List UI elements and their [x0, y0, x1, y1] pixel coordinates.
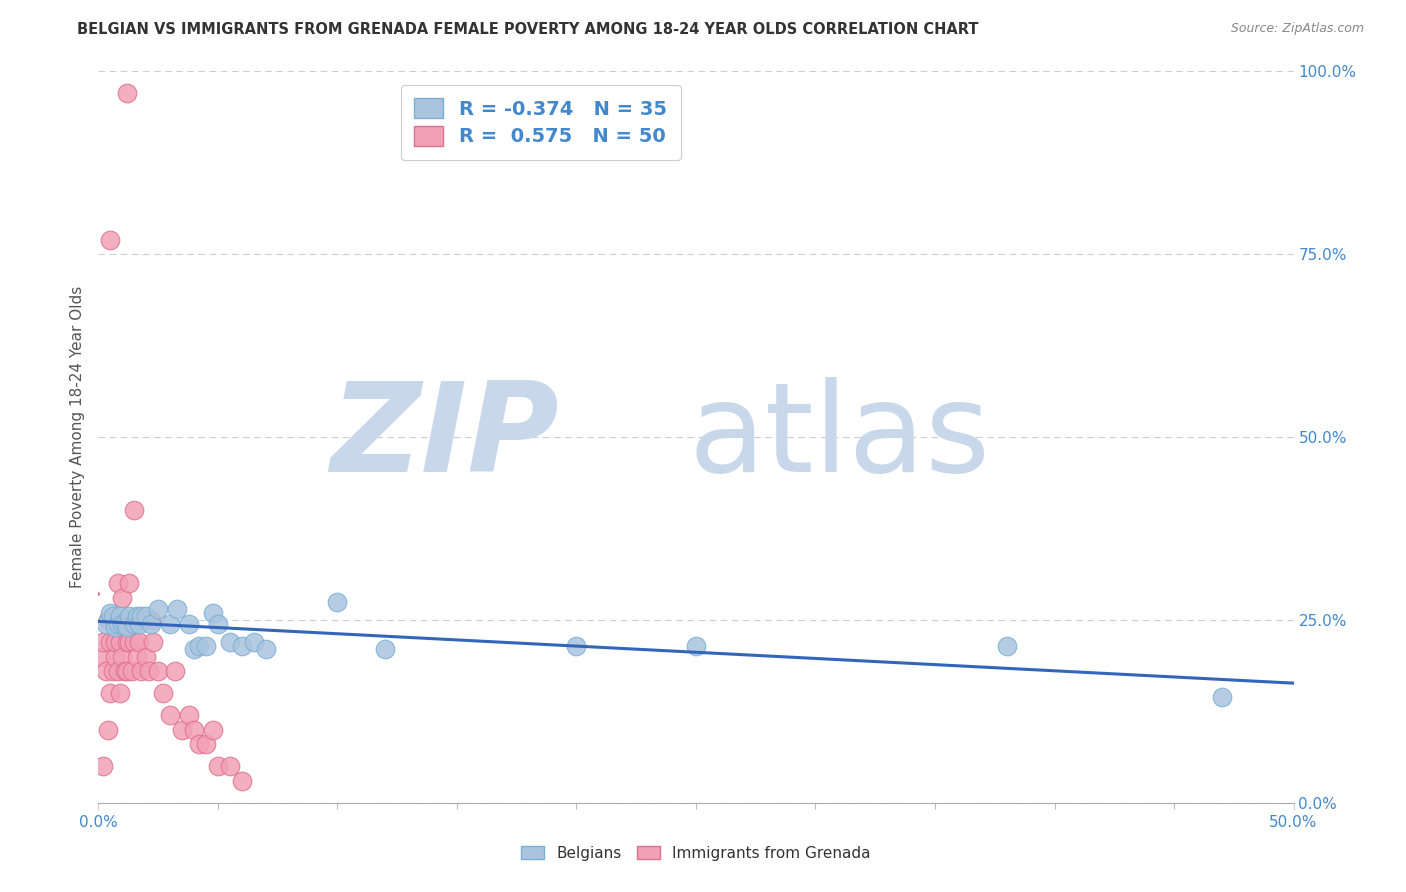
Text: ZIP: ZIP — [330, 376, 558, 498]
Point — [1211, 690, 1233, 704]
Point — [104, 649, 127, 664]
Point — [243, 635, 266, 649]
Point — [374, 642, 396, 657]
Point — [90, 649, 112, 664]
Point — [131, 664, 153, 678]
Legend: Belgians, Immigrants from Grenada: Belgians, Immigrants from Grenada — [513, 838, 879, 868]
Point — [124, 635, 146, 649]
Point — [114, 616, 136, 631]
Point — [685, 639, 707, 653]
Point — [97, 723, 120, 737]
Point — [565, 639, 588, 653]
Point — [195, 639, 218, 653]
Point — [219, 635, 242, 649]
Point — [114, 664, 136, 678]
Point — [135, 649, 157, 664]
Point — [231, 639, 253, 653]
Point — [139, 613, 162, 627]
Point — [108, 686, 131, 700]
Point — [101, 609, 124, 624]
Point — [187, 639, 209, 653]
Point — [131, 609, 153, 624]
Point — [128, 616, 150, 631]
Point — [179, 708, 201, 723]
Point — [94, 664, 117, 678]
Point — [124, 616, 146, 631]
Point — [183, 642, 205, 657]
Point — [152, 686, 174, 700]
Point — [195, 737, 218, 751]
Point — [202, 606, 225, 620]
Point — [104, 635, 127, 649]
Point — [114, 613, 136, 627]
Point — [128, 635, 150, 649]
Point — [202, 723, 225, 737]
Point — [231, 773, 253, 788]
Point — [121, 613, 143, 627]
Point — [115, 87, 138, 101]
Point — [207, 759, 229, 773]
Point — [107, 576, 129, 591]
Point — [159, 616, 181, 631]
Point — [108, 635, 131, 649]
Point — [115, 664, 138, 678]
Point — [179, 616, 201, 631]
Point — [138, 664, 160, 678]
Point — [121, 664, 143, 678]
Point — [187, 737, 209, 751]
Point — [172, 723, 194, 737]
Point — [125, 649, 148, 664]
Point — [132, 613, 155, 627]
Point — [118, 576, 141, 591]
Point — [91, 759, 114, 773]
Point — [98, 606, 122, 620]
Point — [148, 664, 170, 678]
Point — [125, 613, 148, 627]
Text: BELGIAN VS IMMIGRANTS FROM GRENADA FEMALE POVERTY AMONG 18-24 YEAR OLDS CORRELAT: BELGIAN VS IMMIGRANTS FROM GRENADA FEMAL… — [77, 22, 979, 37]
Point — [98, 686, 122, 700]
Point — [91, 635, 114, 649]
Point — [98, 635, 122, 649]
Point — [107, 664, 129, 678]
Point — [111, 649, 134, 664]
Point — [142, 635, 165, 649]
Point — [254, 642, 277, 657]
Point — [111, 616, 134, 631]
Point — [118, 609, 141, 624]
Point — [148, 602, 170, 616]
Point — [159, 708, 181, 723]
Point — [101, 664, 124, 678]
Point — [98, 233, 122, 247]
Point — [326, 594, 349, 608]
Point — [163, 664, 186, 678]
Point — [207, 616, 229, 631]
Point — [183, 723, 205, 737]
Point — [111, 591, 134, 605]
Point — [101, 613, 124, 627]
Y-axis label: Female Poverty Among 18-24 Year Olds: Female Poverty Among 18-24 Year Olds — [69, 286, 84, 588]
Point — [94, 616, 117, 631]
Point — [219, 759, 242, 773]
Point — [135, 609, 157, 624]
Point — [108, 609, 131, 624]
Point — [125, 609, 148, 624]
Point — [124, 503, 146, 517]
Point — [995, 639, 1018, 653]
Point — [104, 620, 127, 634]
Text: Source: ZipAtlas.com: Source: ZipAtlas.com — [1230, 22, 1364, 36]
Point — [139, 616, 162, 631]
Point — [115, 620, 138, 634]
Point — [118, 635, 141, 649]
Point — [107, 616, 129, 631]
Text: atlas: atlas — [689, 376, 990, 498]
Point — [166, 602, 188, 616]
Point — [115, 635, 138, 649]
Point — [97, 613, 120, 627]
